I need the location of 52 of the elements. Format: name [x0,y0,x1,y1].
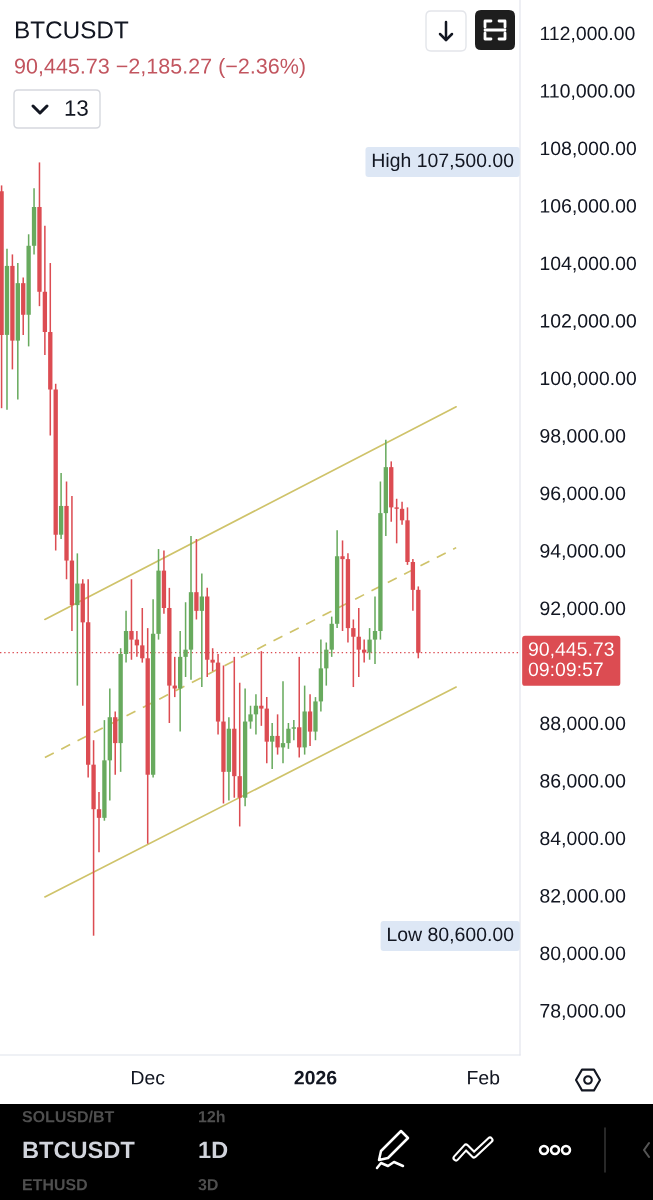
x-tick-label: 2026 [294,1070,337,1085]
candlestick [291,719,296,741]
y-tick-label: 112,000.00 [540,26,635,43]
y-tick-label: 88,000.00 [540,716,626,733]
candlestick [96,791,102,854]
candlestick [340,539,345,632]
candlestick [183,601,188,678]
candlestick [237,681,242,828]
candlestick [367,627,372,661]
candlestick [286,722,291,750]
y-tick-label: 106,000.00 [540,199,636,216]
text: 90,445.73 −2,185.27 (−2.36%) [15,57,305,79]
y-tick-label: 82,000.00 [540,888,626,905]
candlestick [394,497,399,545]
candlestick [307,693,313,747]
candlestick [270,722,275,770]
ref-line-label: 90,445.73 09:09:57 [528,642,614,677]
y-tick-label: 104,000.00 [540,256,636,273]
y-tick-label: 78,000.00 [540,1003,626,1020]
candlestick [362,638,367,664]
candlestick [356,607,361,678]
annotation: Low 80,600.00 [388,927,514,944]
candlestick [297,656,302,759]
text: 3D [198,1178,218,1191]
candlestick [372,595,378,665]
y-tick-label: 92,000.00 [540,601,626,618]
text: BTCUSDT [15,21,129,39]
text: 12h [199,1110,225,1123]
candlestick [275,713,280,756]
candlestick [194,538,199,621]
x-tick-label: Feb [468,1070,500,1085]
candlestick [75,552,80,687]
y-tick-label: 108,000.00 [540,141,636,158]
candlestick [248,704,253,730]
y-tick-label: 96,000.00 [540,486,626,503]
annotation: 13 [65,100,88,116]
x-tick-label: Dec [132,1070,165,1085]
text: BTCUSDT [23,1141,135,1159]
text: 1D [199,1141,228,1159]
y-tick-label: 86,000.00 [540,773,626,790]
annotation: High 107,500.00 [372,152,514,172]
y-tick-label: 98,000.00 [540,428,626,446]
candlestick [199,572,204,688]
y-tick-label: 84,000.00 [540,831,626,848]
y-tick-label: 110,000.00 [540,84,635,101]
candlestick [123,610,129,664]
text: ETHUSD [23,1178,87,1191]
y-tick-label: 100,000.00 [540,371,636,388]
y-tick-label: 102,000.00 [540,313,636,331]
text: SOLUSD/BT [22,1110,115,1123]
y-tick-label: 80,000.00 [540,946,626,963]
y-tick-label: 94,000.00 [540,543,626,561]
